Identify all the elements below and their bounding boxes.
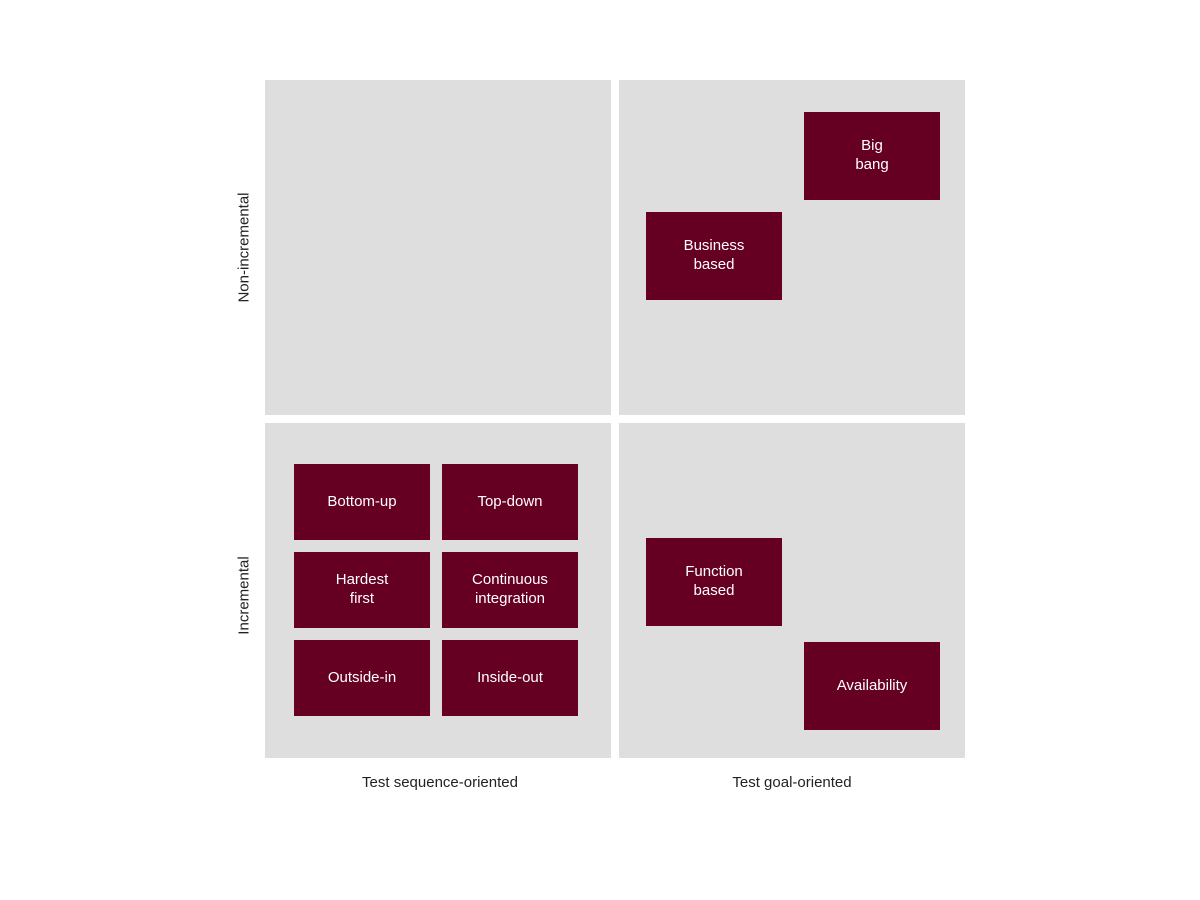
node-availability: Availability: [804, 642, 940, 730]
node-business-based: Business based: [646, 212, 782, 300]
node-hardest-first: Hardest first: [294, 552, 430, 628]
node-bottom-up: Bottom-up: [294, 464, 430, 540]
node-big-bang: Big bang: [804, 112, 940, 200]
node-inside-out: Inside-out: [442, 640, 578, 716]
x-axis-label-left: Test sequence-oriented: [290, 774, 590, 791]
node-continuous-int: Continuous integration: [442, 552, 578, 628]
x-axis-label-right: Test goal-oriented: [642, 774, 942, 791]
node-top-down: Top-down: [442, 464, 578, 540]
node-function-based: Function based: [646, 538, 782, 626]
y-axis-label-bottom: Incremental: [236, 496, 253, 696]
node-outside-in: Outside-in: [294, 640, 430, 716]
quadrant-top-left: [265, 80, 611, 415]
y-axis-label-top: Non-incremental: [236, 148, 253, 348]
